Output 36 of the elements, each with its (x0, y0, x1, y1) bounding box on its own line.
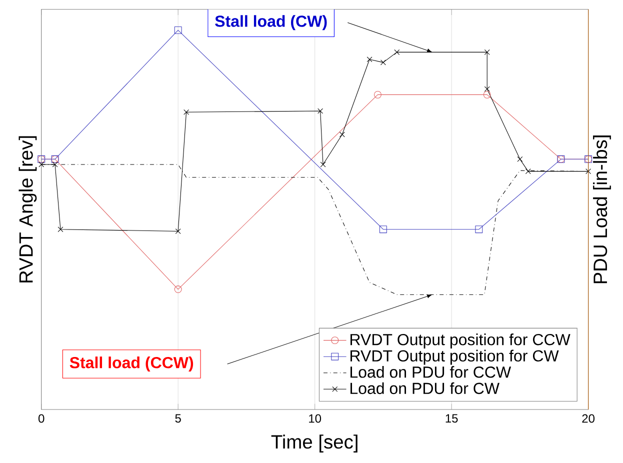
point (318, 108, 324, 114)
x-tick-label: 10 (309, 414, 322, 423)
point (366, 56, 372, 62)
point (38, 162, 44, 168)
point (339, 132, 345, 138)
point (52, 162, 58, 168)
legend-label: RVDT Output position for CCW (350, 334, 570, 348)
y2-axis-title: PDU Load [in-lbs] (593, 136, 611, 284)
point (525, 168, 531, 174)
point (475, 226, 483, 234)
point (517, 156, 523, 162)
point (320, 162, 326, 168)
annotation: Stall load (CCW) (70, 356, 194, 372)
point (380, 60, 386, 66)
x-tick-label: 15 (446, 414, 458, 423)
legend-label: RVDT Output position for CW (350, 350, 559, 365)
point (374, 90, 382, 98)
point (379, 226, 387, 234)
point (184, 109, 190, 115)
legend-label: Load on PDU for CCW (350, 366, 512, 378)
point (174, 26, 182, 34)
point (174, 286, 182, 294)
legend-label: Load on PDU for CW (350, 382, 500, 394)
point (394, 50, 400, 55)
point (484, 86, 490, 92)
x-tick-label: 5 (175, 414, 181, 423)
y-axis-title: RVDT Angle [rev] (18, 136, 37, 282)
point (484, 50, 490, 55)
x-axis-title: Time [sec] (271, 434, 358, 453)
point (586, 168, 592, 174)
x-tick-label: 0 (38, 414, 44, 423)
point (175, 228, 181, 234)
point (58, 226, 64, 232)
x-tick-label: 20 (582, 414, 595, 423)
text: Stall load (CW) (215, 15, 327, 30)
point (483, 90, 491, 98)
